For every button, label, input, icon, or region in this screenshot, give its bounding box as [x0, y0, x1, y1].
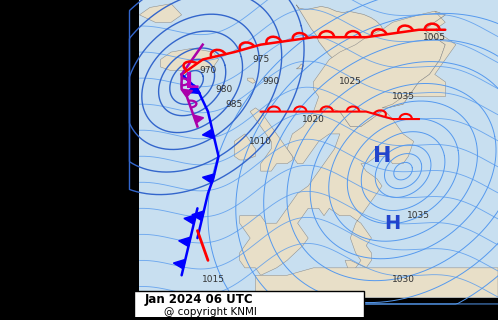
Text: 1030: 1030	[391, 275, 415, 284]
Text: 1015: 1015	[202, 275, 225, 284]
Polygon shape	[296, 5, 386, 69]
Polygon shape	[296, 64, 304, 69]
Bar	[0, 0, 139, 320]
Text: 975: 975	[252, 55, 269, 64]
Text: 990: 990	[262, 77, 280, 86]
Text: 1025: 1025	[339, 77, 362, 86]
Bar	[0, 317, 498, 320]
Polygon shape	[202, 129, 214, 139]
Polygon shape	[248, 78, 255, 83]
Polygon shape	[192, 211, 204, 220]
Polygon shape	[255, 268, 498, 298]
Polygon shape	[160, 48, 219, 71]
Polygon shape	[250, 108, 292, 171]
Polygon shape	[203, 174, 215, 183]
Text: 1005: 1005	[423, 33, 446, 42]
Polygon shape	[139, 4, 182, 22]
Polygon shape	[193, 115, 204, 123]
Polygon shape	[235, 134, 255, 160]
Text: H: H	[373, 146, 391, 166]
Bar	[139, 0, 498, 298]
Polygon shape	[173, 260, 185, 269]
Text: Jan 2024 06 UTC: Jan 2024 06 UTC	[144, 293, 253, 306]
Text: 1020: 1020	[302, 115, 325, 124]
Polygon shape	[187, 85, 201, 94]
Text: 985: 985	[226, 100, 243, 109]
Text: 1035: 1035	[407, 211, 430, 220]
Text: 970: 970	[199, 66, 217, 75]
Text: 1010: 1010	[249, 137, 272, 146]
Polygon shape	[240, 108, 414, 275]
Text: 1035: 1035	[391, 92, 415, 101]
Text: L: L	[185, 72, 199, 92]
Polygon shape	[313, 11, 445, 126]
Polygon shape	[179, 237, 191, 246]
Text: 980: 980	[215, 85, 233, 94]
Text: @ copyright KNMI: @ copyright KNMI	[164, 307, 257, 317]
Text: H: H	[384, 214, 401, 233]
Polygon shape	[382, 11, 456, 108]
FancyBboxPatch shape	[134, 291, 364, 320]
Polygon shape	[182, 89, 192, 97]
Polygon shape	[184, 215, 196, 224]
